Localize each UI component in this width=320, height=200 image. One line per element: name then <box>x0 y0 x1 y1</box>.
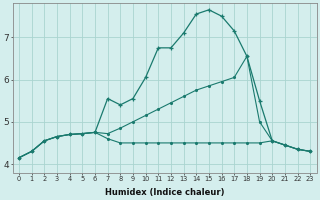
X-axis label: Humidex (Indice chaleur): Humidex (Indice chaleur) <box>105 188 224 197</box>
